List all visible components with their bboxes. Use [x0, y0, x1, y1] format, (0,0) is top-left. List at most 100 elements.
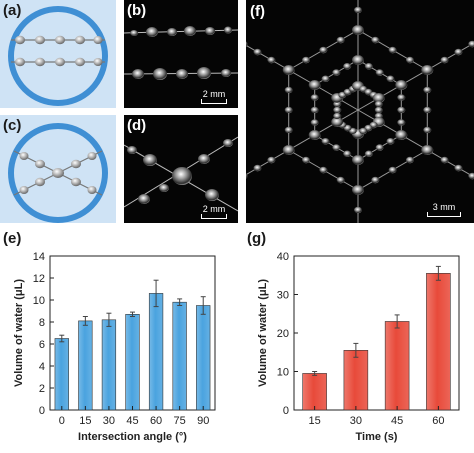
- bar: [102, 320, 116, 410]
- web-droplet: [352, 185, 364, 195]
- y-tick-label: 10: [33, 295, 45, 307]
- x-tick-label: 45: [391, 415, 403, 427]
- scale-label-b: 2 mm: [196, 89, 232, 99]
- web-droplet: [333, 113, 341, 119]
- web-droplet: [423, 87, 431, 93]
- web-droplet: [397, 119, 405, 125]
- bar: [344, 350, 368, 410]
- y-tick-label: 12: [33, 273, 45, 285]
- web-droplet: [333, 107, 341, 113]
- web-droplet: [395, 80, 407, 90]
- y-axis-label: Volume of water (μL): [13, 279, 25, 387]
- web-droplet: [283, 65, 295, 75]
- x-tick-label: 45: [126, 415, 138, 427]
- web-droplet: [267, 57, 275, 63]
- panel-f: (f) 3 mm: [246, 0, 474, 223]
- web-droplet: [395, 130, 407, 140]
- web-droplet: [309, 130, 321, 140]
- web-droplet: [319, 47, 327, 53]
- web-droplet: [311, 94, 319, 100]
- web-droplet: [337, 177, 345, 183]
- web-droplet: [454, 49, 462, 55]
- panel-label-e: (e): [3, 230, 21, 247]
- x-tick-label: 0: [59, 415, 65, 427]
- web-droplet: [441, 57, 449, 63]
- bar: [385, 321, 409, 410]
- bar: [426, 273, 450, 410]
- web-droplet: [322, 138, 330, 144]
- web-droplet: [376, 144, 384, 150]
- y-tick-label: 14: [33, 251, 45, 263]
- web-droplet: [343, 63, 351, 69]
- web-droplet: [423, 127, 431, 133]
- web-droplet: [371, 37, 379, 43]
- web-droplet: [352, 55, 364, 65]
- photo-web-droplets: [246, 0, 474, 223]
- web-droplet: [386, 138, 394, 144]
- scale-bar-b: 2 mm: [196, 89, 232, 104]
- panel-label-g: (g): [247, 230, 266, 247]
- scale-label-f: 3 mm: [422, 202, 466, 212]
- web-droplet: [332, 69, 340, 75]
- web-droplet: [267, 157, 275, 163]
- web-droplet: [421, 65, 433, 75]
- x-axis-label: Intersection angle (°): [78, 431, 187, 443]
- web-droplet: [311, 107, 319, 113]
- panel-label-d: (d): [127, 117, 146, 134]
- y-tick-label: 6: [39, 339, 45, 351]
- x-tick-label: 60: [150, 415, 162, 427]
- web-droplet: [283, 145, 295, 155]
- panel-label-f: (f): [250, 3, 265, 20]
- scale-bar-d: 2 mm: [196, 204, 232, 219]
- y-tick-label: 40: [277, 251, 289, 263]
- y-tick-label: 30: [277, 290, 289, 302]
- web-droplet: [285, 127, 293, 133]
- web-droplet: [375, 107, 383, 113]
- y-axis-label: Volume of water (μL): [257, 279, 269, 387]
- web-droplet: [389, 47, 397, 53]
- y-tick-label: 20: [277, 328, 289, 340]
- web-droplet: [365, 151, 373, 157]
- scale-bar-f: 3 mm: [422, 202, 466, 217]
- y-tick-label: 8: [39, 317, 45, 329]
- web-droplet: [397, 94, 405, 100]
- web-droplet: [359, 128, 367, 134]
- panel-d: (d) 2 mm: [124, 115, 238, 223]
- y-tick-label: 0: [39, 405, 45, 417]
- x-tick-label: 60: [432, 415, 444, 427]
- panel-label-c: (c): [3, 117, 21, 134]
- x-tick-label: 75: [174, 415, 186, 427]
- y-tick-label: 0: [283, 405, 289, 417]
- panel-c: (c): [0, 115, 116, 223]
- bar: [173, 302, 187, 410]
- web-droplet: [376, 69, 384, 75]
- bar: [79, 321, 93, 410]
- web-droplet: [397, 107, 405, 113]
- x-tick-label: 15: [309, 415, 321, 427]
- web-droplet: [354, 7, 362, 13]
- y-tick-label: 10: [277, 367, 289, 379]
- web-droplet: [406, 57, 414, 63]
- web-droplet: [423, 107, 431, 113]
- web-droplet: [352, 155, 364, 165]
- web-droplet: [343, 151, 351, 157]
- web-droplet: [309, 80, 321, 90]
- x-tick-label: 90: [197, 415, 209, 427]
- y-tick-label: 2: [39, 383, 45, 395]
- web-droplet: [365, 63, 373, 69]
- web-droplet: [302, 157, 310, 163]
- x-tick-label: 15: [79, 415, 91, 427]
- web-droplet: [285, 87, 293, 93]
- web-droplet: [375, 101, 383, 107]
- bar: [303, 373, 327, 410]
- x-tick-label: 30: [103, 415, 115, 427]
- web-droplet: [285, 107, 293, 113]
- web-droplet: [322, 76, 330, 82]
- web-droplet: [406, 157, 414, 163]
- panel-b: (b) 2 mm: [124, 0, 238, 108]
- web-droplet: [454, 165, 462, 171]
